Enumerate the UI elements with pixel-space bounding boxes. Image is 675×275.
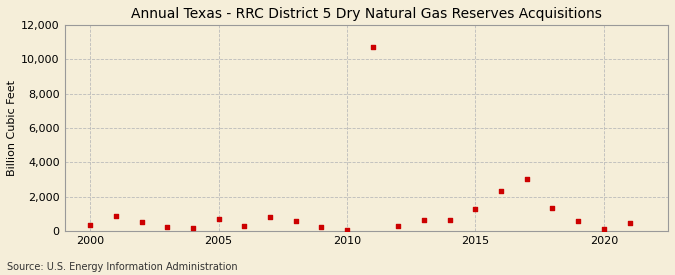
Title: Annual Texas - RRC District 5 Dry Natural Gas Reserves Acquisitions: Annual Texas - RRC District 5 Dry Natura…: [131, 7, 602, 21]
Point: [85, 223, 96, 227]
Text: Source: U.S. Energy Information Administration: Source: U.S. Energy Information Administ…: [7, 262, 238, 272]
Point: [342, 228, 352, 233]
Point: [624, 221, 635, 226]
Point: [265, 214, 275, 219]
Point: [495, 189, 506, 193]
Point: [239, 224, 250, 228]
Point: [393, 224, 404, 228]
Point: [444, 218, 455, 222]
Point: [367, 45, 378, 50]
Point: [136, 219, 147, 224]
Point: [573, 219, 584, 223]
Y-axis label: Billion Cubic Feet: Billion Cubic Feet: [7, 80, 17, 176]
Point: [599, 226, 610, 231]
Point: [290, 219, 301, 223]
Point: [547, 206, 558, 210]
Point: [418, 218, 429, 222]
Point: [188, 226, 198, 230]
Point: [521, 177, 532, 181]
Point: [316, 225, 327, 229]
Point: [213, 217, 224, 221]
Point: [162, 225, 173, 229]
Point: [470, 207, 481, 211]
Point: [111, 213, 122, 218]
